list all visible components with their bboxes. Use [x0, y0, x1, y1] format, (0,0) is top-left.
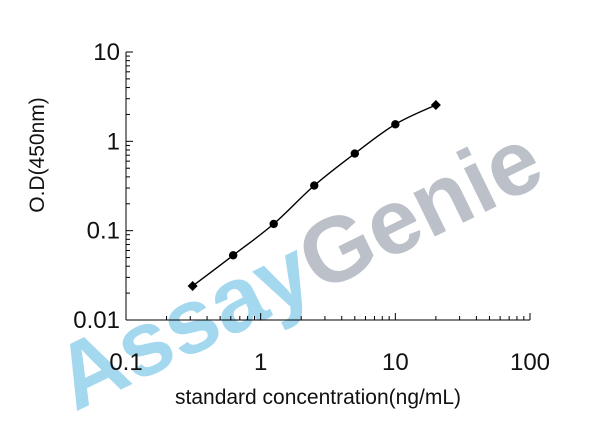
axes [125, 52, 530, 321]
x-tick-label: 10 [382, 349, 409, 376]
x-axis-label: standard concentration(ng/mL) [175, 386, 461, 409]
tick-labels: 0.01 0.1 1 10 0.1 1 10 100 [73, 39, 550, 376]
x-tick-label: 0.1 [109, 349, 142, 376]
data-point [269, 219, 278, 229]
watermark-genie: Genie [283, 107, 557, 311]
data-point [310, 181, 319, 190]
watermark: AssayGenie [39, 107, 557, 430]
data-points [187, 100, 441, 292]
ticks [125, 51, 531, 321]
x-tick-label: 1 [254, 349, 267, 376]
y-axis-label: O.D(450nm) [26, 97, 49, 213]
y-tick-label: 10 [93, 39, 120, 66]
data-point [391, 120, 400, 129]
x-tick-label: 100 [510, 349, 550, 376]
svg-text:AssayGenie: AssayGenie [39, 107, 557, 430]
data-point [187, 281, 198, 292]
y-tick-label: 1 [107, 128, 120, 155]
y-tick-label: 0.1 [87, 218, 120, 245]
y-tick-label: 0.01 [73, 307, 120, 334]
data-point [228, 251, 238, 260]
data-point [350, 149, 359, 158]
data-point [430, 100, 441, 111]
